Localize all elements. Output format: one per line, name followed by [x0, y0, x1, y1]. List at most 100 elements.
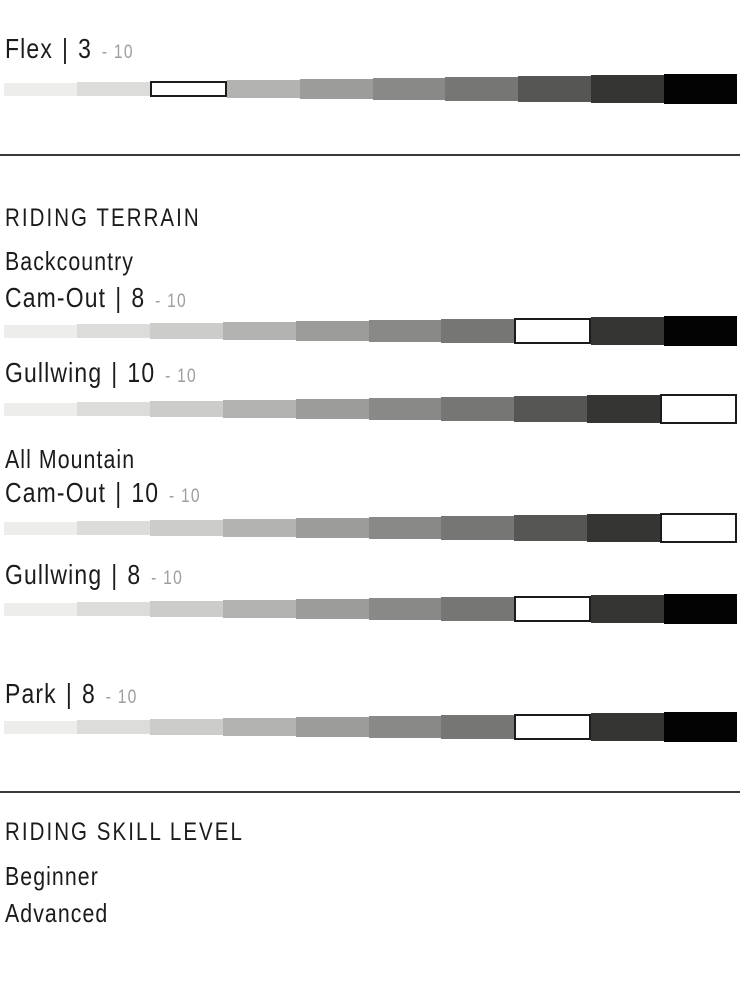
park-scale-bar [4, 710, 738, 744]
separator: | [115, 477, 123, 508]
scale-segment [226, 79, 300, 99]
metric-value: 10 [127, 357, 156, 388]
separator: | [111, 357, 119, 388]
scale-segment [299, 78, 373, 100]
scale-segment [441, 318, 515, 344]
flex-scale-max: - 10 [101, 42, 134, 63]
group-text: All Mountain [5, 444, 136, 474]
skill-text: Beginner [5, 861, 99, 891]
scale-segment [222, 399, 296, 419]
row-text: Gullwing | 8 - 10 [5, 561, 183, 589]
scale-segment [4, 82, 77, 96]
separator: | [65, 678, 73, 709]
flex-row-label: Flex | 3 - 10 [5, 35, 162, 63]
scale-segment [372, 77, 446, 101]
scale-segment [591, 712, 665, 742]
scale-segment-selected [660, 394, 738, 424]
metric-label: Cam-Out [5, 282, 107, 313]
scale-segment [149, 600, 223, 618]
scale-segment [149, 519, 223, 537]
scale-segment [222, 599, 296, 619]
flex-scale-bar [4, 72, 738, 106]
section-divider [0, 154, 740, 156]
backcountry-gullwing-row-label: Gullwing | 10 - 10 [5, 359, 239, 387]
scale-segment [4, 324, 77, 338]
scale-segment [222, 518, 296, 538]
scale-segment [514, 395, 588, 423]
scale-segment [295, 517, 369, 539]
scale-segment [368, 397, 442, 421]
scale-segment [368, 319, 442, 343]
allmountain-gullwing-row-label: Gullwing | 8 - 10 [5, 561, 222, 589]
metric-label: Gullwing [5, 559, 103, 590]
scale-segment [76, 81, 150, 97]
scale-segment [664, 74, 738, 104]
scale-segment [295, 716, 369, 738]
flex-value: 3 [78, 33, 93, 64]
scale-segment [222, 321, 296, 341]
scale-segment [591, 594, 665, 624]
scale-segment [591, 74, 665, 104]
scale-segment [664, 594, 738, 624]
scale-segment [664, 712, 738, 742]
scale-segment-selected [660, 513, 738, 543]
scale-segment-selected [514, 317, 592, 345]
group-name-all-mountain: All Mountain [5, 446, 164, 472]
scale-segment [4, 402, 77, 416]
scale-segment [4, 602, 77, 616]
backcountry-camout-scale-bar [4, 314, 738, 348]
row-text: Gullwing | 10 - 10 [5, 359, 197, 387]
scale-segment [76, 323, 150, 339]
allmountain-camout-scale-bar [4, 511, 738, 545]
scale-segment [368, 597, 442, 621]
skill-level-beginner: Beginner [5, 863, 119, 889]
backcountry-camout-row-label: Cam-Out | 8 - 10 [5, 284, 227, 312]
separator: | [111, 559, 119, 590]
row-text: Cam-Out | 10 - 10 [5, 479, 201, 507]
scale-segment [441, 515, 515, 541]
scale-max: - 10 [169, 486, 201, 507]
scale-segment [368, 715, 442, 739]
scale-segment [587, 394, 661, 424]
scale-segment [4, 521, 77, 535]
allmountain-camout-row-label: Cam-Out | 10 - 10 [5, 479, 244, 507]
scale-segment [445, 76, 519, 102]
scale-segment [514, 514, 588, 542]
scale-segment [587, 513, 661, 543]
row-text: Flex | 3 - 10 [5, 35, 134, 63]
scale-segment [295, 598, 369, 620]
row-text: Park | 8 - 10 [5, 680, 138, 708]
scale-segment [76, 601, 150, 617]
flex-label: Flex [5, 33, 53, 64]
scale-segment [441, 396, 515, 422]
group-name-backcountry: Backcountry [5, 248, 162, 274]
section-divider [0, 791, 740, 793]
allmountain-gullwing-scale-bar [4, 592, 738, 626]
scale-segment [441, 714, 515, 740]
scale-segment [4, 720, 77, 734]
scale-max: - 10 [155, 291, 187, 312]
metric-value: 8 [131, 282, 146, 313]
scale-segment [368, 516, 442, 540]
row-text: Cam-Out | 8 - 10 [5, 284, 187, 312]
scale-segment [664, 316, 738, 346]
park-row-label: Park | 8 - 10 [5, 680, 167, 708]
metric-label: Cam-Out [5, 477, 107, 508]
scale-segment [149, 718, 223, 736]
scale-segment [76, 520, 150, 536]
separator: | [115, 282, 123, 313]
scale-segment [591, 316, 665, 346]
scale-segment-selected [514, 713, 592, 741]
scale-segment [295, 320, 369, 342]
metric-value: 8 [81, 678, 96, 709]
scale-segment [222, 717, 296, 737]
heading-text: RIDING TERRAIN [5, 204, 201, 232]
scale-segment [76, 401, 150, 417]
metric-label: Gullwing [5, 357, 103, 388]
group-text: Backcountry [5, 246, 135, 276]
metric-label: Park [5, 678, 57, 709]
metric-value: 10 [131, 477, 160, 508]
scale-max: - 10 [151, 568, 184, 589]
scale-segment-selected [149, 80, 227, 98]
